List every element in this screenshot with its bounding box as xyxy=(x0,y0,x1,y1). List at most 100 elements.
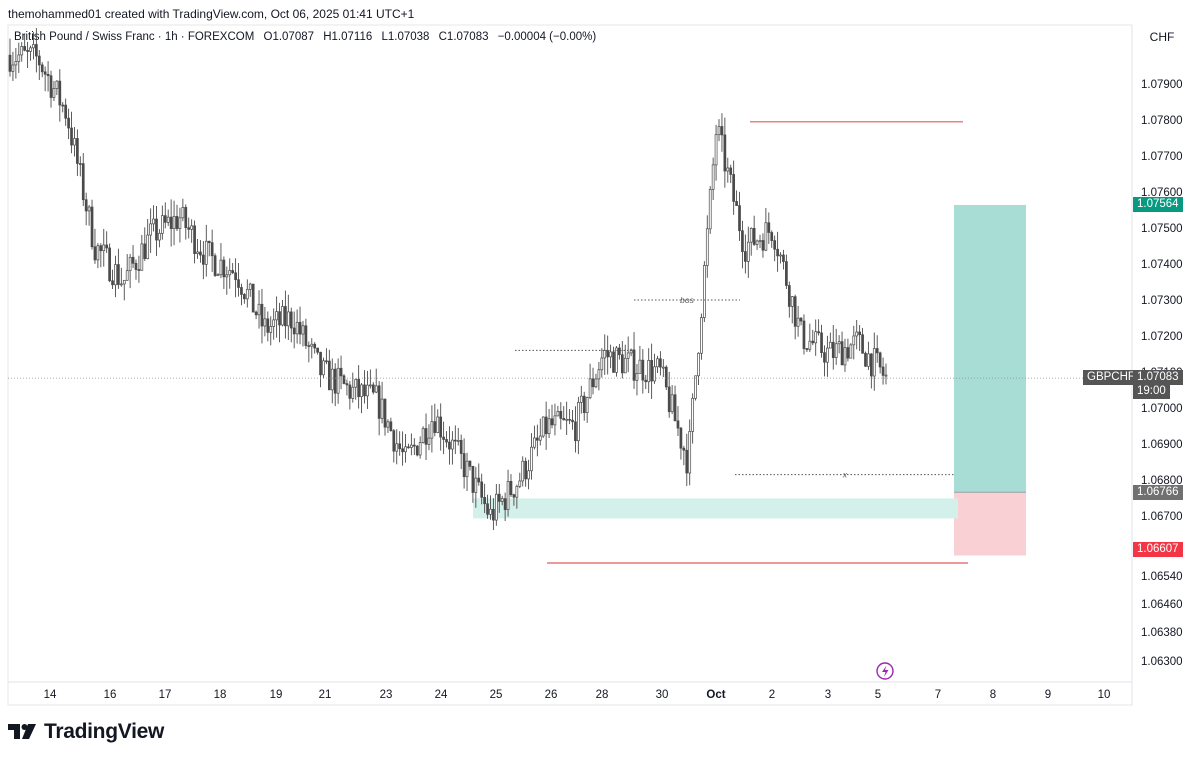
candle-body xyxy=(392,430,396,452)
tradingview-footer: TradingView xyxy=(8,717,164,747)
candle-body xyxy=(515,485,519,498)
candle-body xyxy=(623,357,627,374)
candle-body xyxy=(884,374,888,377)
candle-body xyxy=(199,251,202,256)
price-axis-label: 1.06900 xyxy=(1141,439,1183,451)
price-axis-label: 1.07400 xyxy=(1141,259,1183,271)
candle-body xyxy=(814,331,818,344)
candle-body xyxy=(190,225,193,230)
candle-body xyxy=(383,398,387,428)
candle-body xyxy=(143,243,147,259)
candle-body xyxy=(544,416,548,435)
candle-body xyxy=(785,261,788,286)
candle-body xyxy=(52,88,56,98)
candle-body xyxy=(225,274,229,278)
candle-body xyxy=(591,378,595,388)
price-axis-label: 1.07200 xyxy=(1141,331,1183,343)
candle-body xyxy=(568,418,571,421)
candle-body xyxy=(169,216,173,230)
candle-body xyxy=(744,251,747,262)
candle-body xyxy=(685,449,689,474)
open-value: O1.07087 xyxy=(263,31,315,43)
candle-body xyxy=(32,44,35,49)
candle-body xyxy=(521,460,525,482)
candle-body xyxy=(119,283,123,286)
candle-body xyxy=(175,216,179,229)
candle-body xyxy=(588,378,592,398)
candle-body xyxy=(105,244,109,249)
candle-body xyxy=(456,439,460,442)
candle-body xyxy=(875,348,879,354)
candle-body xyxy=(688,431,692,474)
candle-body xyxy=(442,436,445,440)
candle-body xyxy=(35,44,38,57)
candle-body xyxy=(735,201,738,206)
candle-body xyxy=(240,287,243,295)
candle-body xyxy=(720,126,724,136)
price-axis-label: 1.07800 xyxy=(1141,115,1183,127)
candle-body xyxy=(8,54,12,72)
candle-body xyxy=(207,240,211,244)
time-axis-label: 21 xyxy=(319,689,332,701)
candle-body xyxy=(448,441,451,450)
candle-body xyxy=(770,232,774,241)
time-axis-label: 25 xyxy=(490,689,503,701)
time-axis-label: 9 xyxy=(1045,689,1051,701)
time-axis-label: 18 xyxy=(214,689,227,701)
x-level-label: x xyxy=(842,470,848,480)
candle-body xyxy=(289,311,293,329)
candle-body xyxy=(527,470,530,480)
candle-body xyxy=(679,427,683,449)
candle-body xyxy=(410,444,413,448)
candle-body xyxy=(717,126,721,136)
candle-body xyxy=(354,379,358,388)
currency-label[interactable]: CHF xyxy=(1149,30,1175,44)
candle-body xyxy=(181,207,185,219)
candle-body xyxy=(234,272,237,281)
candle-body xyxy=(697,352,700,377)
candle-body xyxy=(615,347,618,373)
candle-body xyxy=(594,378,598,388)
candle-body xyxy=(360,384,363,398)
candle-body xyxy=(817,331,820,334)
candle-body xyxy=(641,359,645,381)
candle-body xyxy=(705,228,709,266)
candle-body xyxy=(78,163,82,165)
candle-body xyxy=(644,379,648,383)
candle-body xyxy=(304,325,308,346)
time-axis-label: 3 xyxy=(825,689,831,701)
tradingview-logo-icon xyxy=(8,724,36,739)
lightning-icon[interactable] xyxy=(876,662,894,680)
candle-body xyxy=(266,318,270,333)
candle-body xyxy=(647,360,651,383)
time-axis-label: 10 xyxy=(1098,689,1111,701)
candle-body xyxy=(483,497,486,505)
candle-body xyxy=(49,75,53,98)
candle-body xyxy=(805,348,809,350)
candle-body xyxy=(553,415,557,426)
candle-body xyxy=(369,384,372,387)
candle-body xyxy=(732,174,736,202)
candle-body xyxy=(738,205,741,232)
candle-body xyxy=(193,225,196,254)
candle-body xyxy=(243,294,246,300)
candle-body xyxy=(864,352,867,367)
candle-body xyxy=(26,49,29,52)
high-value: H1.07116 xyxy=(323,31,373,43)
candle-body xyxy=(222,259,226,278)
time-axis-label: Oct xyxy=(706,689,725,701)
candle-body xyxy=(67,117,70,129)
symbol-name[interactable]: British Pound / Swiss Franc · 1h · FOREX… xyxy=(14,31,255,43)
candle-body xyxy=(286,311,290,327)
candle-body xyxy=(330,368,334,391)
close-value: C1.07083 xyxy=(438,31,489,43)
current-price-tag: 1.07083 xyxy=(1133,370,1183,385)
candle-body xyxy=(787,285,791,307)
candle-body xyxy=(248,283,252,290)
candle-body xyxy=(550,418,554,426)
candle-body xyxy=(741,230,744,252)
price-axis-label: 1.07600 xyxy=(1141,187,1183,199)
candle-body xyxy=(670,394,674,413)
time-axis-label: 28 xyxy=(596,689,609,701)
